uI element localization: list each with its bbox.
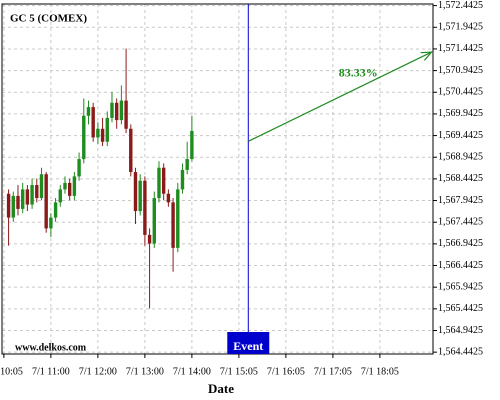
candle-body — [138, 180, 142, 212]
candle-body — [39, 174, 44, 199]
y-tick-label: 1,568.4425 — [438, 173, 483, 184]
x-tick-label: 7/1 12:00 — [79, 366, 117, 377]
candle-body — [72, 176, 77, 196]
candle-body — [124, 100, 128, 129]
candle-body — [133, 172, 138, 212]
x-tick-label: 7/1 14:00 — [173, 366, 211, 377]
watermark: www.delkos.com — [15, 342, 87, 353]
x-tick-label: 7/1 18:05 — [361, 366, 399, 377]
projection-arrow — [248, 51, 432, 142]
candle-body — [16, 195, 20, 209]
x-tick-label: 7/1 17:05 — [314, 366, 352, 377]
candle-body — [166, 193, 171, 203]
candle-body — [190, 130, 194, 160]
candle-body — [77, 159, 81, 177]
y-tick-label: 1,569.9425 — [438, 108, 483, 119]
candle-body — [147, 234, 152, 244]
x-tick-label: 7/1 10:05 — [0, 366, 23, 377]
y-tick-label: 1,566.9425 — [438, 238, 483, 249]
event-label: Event — [233, 339, 263, 353]
candle-body — [67, 182, 72, 196]
y-tick-label: 1,570.9425 — [438, 65, 483, 76]
candle-body — [119, 100, 124, 121]
candle-body — [58, 189, 62, 203]
projection-label: 83.33% — [339, 66, 378, 80]
candle-body — [49, 217, 53, 229]
candle-body — [105, 117, 109, 142]
candle-body — [44, 174, 48, 229]
candle-body — [185, 159, 189, 170]
y-tick-label: 1,569.4425 — [438, 130, 483, 141]
candle-body — [152, 198, 156, 244]
y-tick-label: 1,571.4425 — [438, 43, 483, 54]
x-tick-label: 7/1 13:00 — [126, 366, 164, 377]
candle-body — [157, 167, 161, 199]
x-axis-label: Date — [208, 381, 234, 396]
y-tick-label: 1,566.4425 — [438, 260, 483, 271]
candle-body — [100, 128, 105, 142]
y-tick-label: 1,564.4425 — [438, 346, 483, 357]
x-tick-label: 7/1 16:05 — [267, 366, 305, 377]
candle-body — [180, 169, 185, 190]
candle-body — [63, 182, 67, 190]
y-tick-label: 1,565.9425 — [438, 281, 483, 292]
candle-body — [91, 107, 95, 138]
candle-body — [96, 128, 100, 138]
y-tick-label: 1,570.4425 — [438, 87, 483, 98]
candle-body — [171, 202, 175, 248]
candle-body — [129, 128, 133, 173]
candle-body — [6, 193, 11, 218]
y-tick-label: 1,568.9425 — [438, 152, 483, 163]
y-tick-label: 1,572.4425 — [438, 0, 483, 11]
y-tick-label: 1,571.9425 — [438, 22, 483, 33]
y-tick-label: 1,564.9425 — [438, 325, 483, 336]
candle-body — [25, 189, 30, 205]
candle-body — [82, 115, 86, 160]
candle-body — [11, 195, 15, 218]
candle-body — [53, 202, 58, 218]
y-tick-label: 1,567.4425 — [438, 217, 483, 228]
x-tick-label: 7/1 11:00 — [32, 366, 70, 377]
y-tick-label: 1,567.9425 — [438, 195, 483, 206]
candle-body — [143, 180, 147, 235]
chart-title: GC 5 (COMEX) — [10, 13, 87, 25]
candle-body — [86, 107, 91, 116]
candle-body — [161, 167, 166, 194]
y-tick-label: 1,565.4425 — [438, 303, 483, 314]
candle-body — [110, 102, 114, 118]
candle-body — [176, 189, 180, 248]
arrow-head — [420, 51, 433, 61]
candle-body — [35, 185, 39, 199]
event-box — [227, 332, 270, 354]
candle-body — [20, 189, 25, 209]
candle-body — [114, 102, 119, 121]
x-tick-label: 7/1 15:05 — [220, 366, 258, 377]
candle-body — [30, 185, 34, 205]
